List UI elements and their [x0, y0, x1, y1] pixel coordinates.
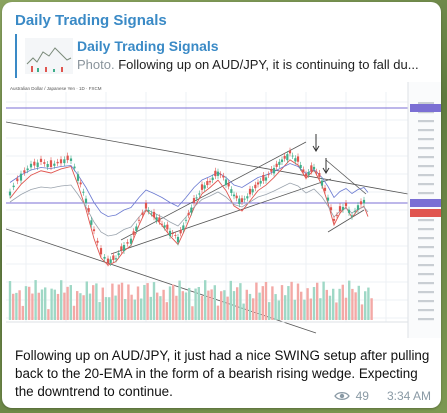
message-meta: 49 3:34 AM	[333, 389, 431, 403]
down-arrow-icon	[312, 134, 320, 152]
reply-media-label: Photo.	[77, 57, 115, 72]
message-time: 3:34 AM	[386, 389, 431, 403]
reply-thumbnail	[25, 38, 73, 74]
chart-photo[interactable]: Australian Dollar / Japanese Yen · 1D · …	[5, 82, 441, 338]
reply-title: Daily Trading Signals	[77, 38, 219, 54]
message-text: Following up on AUD/JPY, it just had a n…	[15, 348, 430, 399]
eye-icon	[333, 391, 350, 401]
views-count: 49	[355, 389, 369, 403]
chart-header: Australian Dollar / Japanese Yen · 1D · …	[10, 86, 102, 91]
reply-snippet: Photo. Following up on AUD/JPY, it is co…	[77, 57, 427, 72]
reply-snippet-text: Following up on AUD/JPY, it is continuin…	[118, 57, 419, 72]
candlestick-chart: Australian Dollar / Japanese Yen · 1D · …	[5, 82, 441, 338]
channel-name[interactable]: Daily Trading Signals	[15, 12, 167, 29]
reply-preview[interactable]: Daily Trading Signals Photo. Following u…	[15, 34, 432, 78]
down-arrow-icon	[322, 158, 330, 174]
message-bubble: Daily Trading Signals Daily Trading Sign…	[2, 2, 441, 408]
